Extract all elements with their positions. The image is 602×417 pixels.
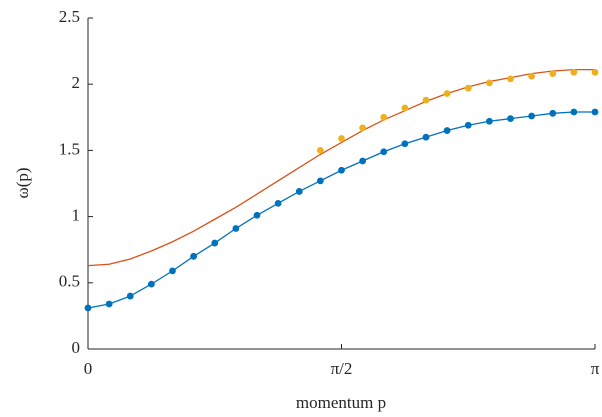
- marker: [380, 148, 388, 156]
- x-tick-label: π/2: [331, 359, 353, 378]
- marker: [591, 68, 599, 76]
- y-tick-label: 2.5: [59, 7, 80, 26]
- marker: [295, 188, 303, 195]
- marker: [422, 133, 430, 141]
- marker: [274, 199, 282, 207]
- x-tick-label: 0: [84, 359, 93, 378]
- marker: [464, 121, 472, 129]
- marker: [528, 72, 536, 80]
- marker: [591, 108, 599, 116]
- marker: [380, 113, 388, 121]
- y-tick-label: 2: [72, 73, 81, 92]
- marker: [485, 117, 493, 125]
- marker: [507, 75, 514, 83]
- marker: [359, 124, 367, 132]
- marker: [190, 252, 198, 260]
- marker: [84, 304, 92, 312]
- marker: [232, 225, 240, 232]
- marker: [570, 68, 578, 76]
- marker: [422, 96, 430, 104]
- x-tick-label: π: [591, 359, 600, 378]
- marker: [464, 84, 472, 92]
- marker: [401, 140, 409, 148]
- marker: [169, 267, 176, 275]
- y-tick-label: 0: [72, 338, 81, 357]
- marker: [126, 292, 134, 300]
- marker: [570, 108, 578, 116]
- marker: [316, 177, 324, 185]
- y-axis-label: ω(p): [13, 167, 32, 198]
- marker: [316, 147, 324, 154]
- marker: [211, 239, 219, 247]
- marker: [549, 70, 557, 78]
- marker: [507, 115, 514, 123]
- marker: [338, 135, 345, 142]
- marker: [105, 300, 113, 308]
- marker: [443, 90, 451, 97]
- marker: [253, 211, 261, 219]
- y-tick-label: 1: [72, 206, 81, 225]
- marker: [401, 104, 409, 112]
- marker: [549, 109, 557, 117]
- marker: [338, 166, 345, 174]
- marker: [485, 79, 493, 87]
- marker: [147, 280, 155, 288]
- y-tick-label: 0.5: [59, 272, 80, 291]
- marker: [528, 112, 536, 120]
- marker: [359, 157, 367, 165]
- y-tick-label: 1.5: [59, 139, 80, 158]
- marker: [443, 127, 451, 134]
- x-axis-label: momentum p: [296, 393, 386, 412]
